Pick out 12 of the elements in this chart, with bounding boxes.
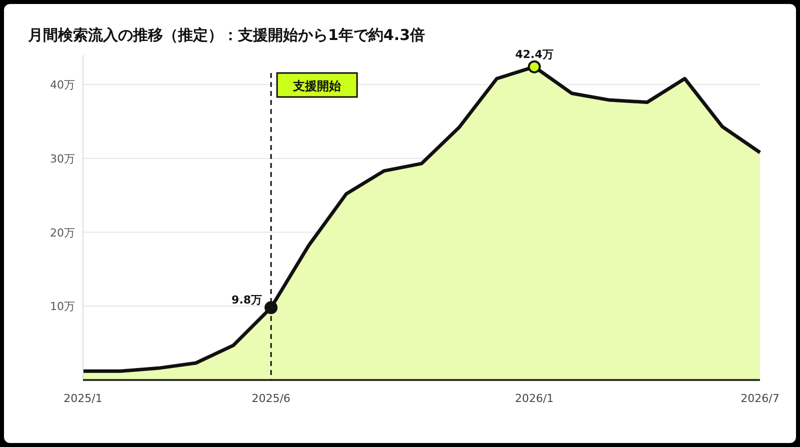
y-tick-label: 30万 (50, 152, 75, 166)
y-tick-label: 20万 (50, 226, 75, 240)
x-tick-label: 2026/1 (514, 392, 554, 405)
x-tick-label: 2026/7 (740, 392, 780, 405)
data-label: 42.4万 (515, 48, 554, 61)
y-tick-label: 10万 (50, 300, 75, 314)
ref-line-label: 支援開始 (292, 79, 342, 93)
x-tick-label: 2025/6 (252, 392, 290, 405)
y-tick-label: 40万 (50, 78, 75, 92)
data-label: 9.8万 (232, 294, 262, 307)
x-tick-label: 2025/1 (64, 392, 102, 405)
chart-title: 月間検索流入の推移（推定）：支援開始から1年で約4.3倍 (27, 26, 426, 44)
